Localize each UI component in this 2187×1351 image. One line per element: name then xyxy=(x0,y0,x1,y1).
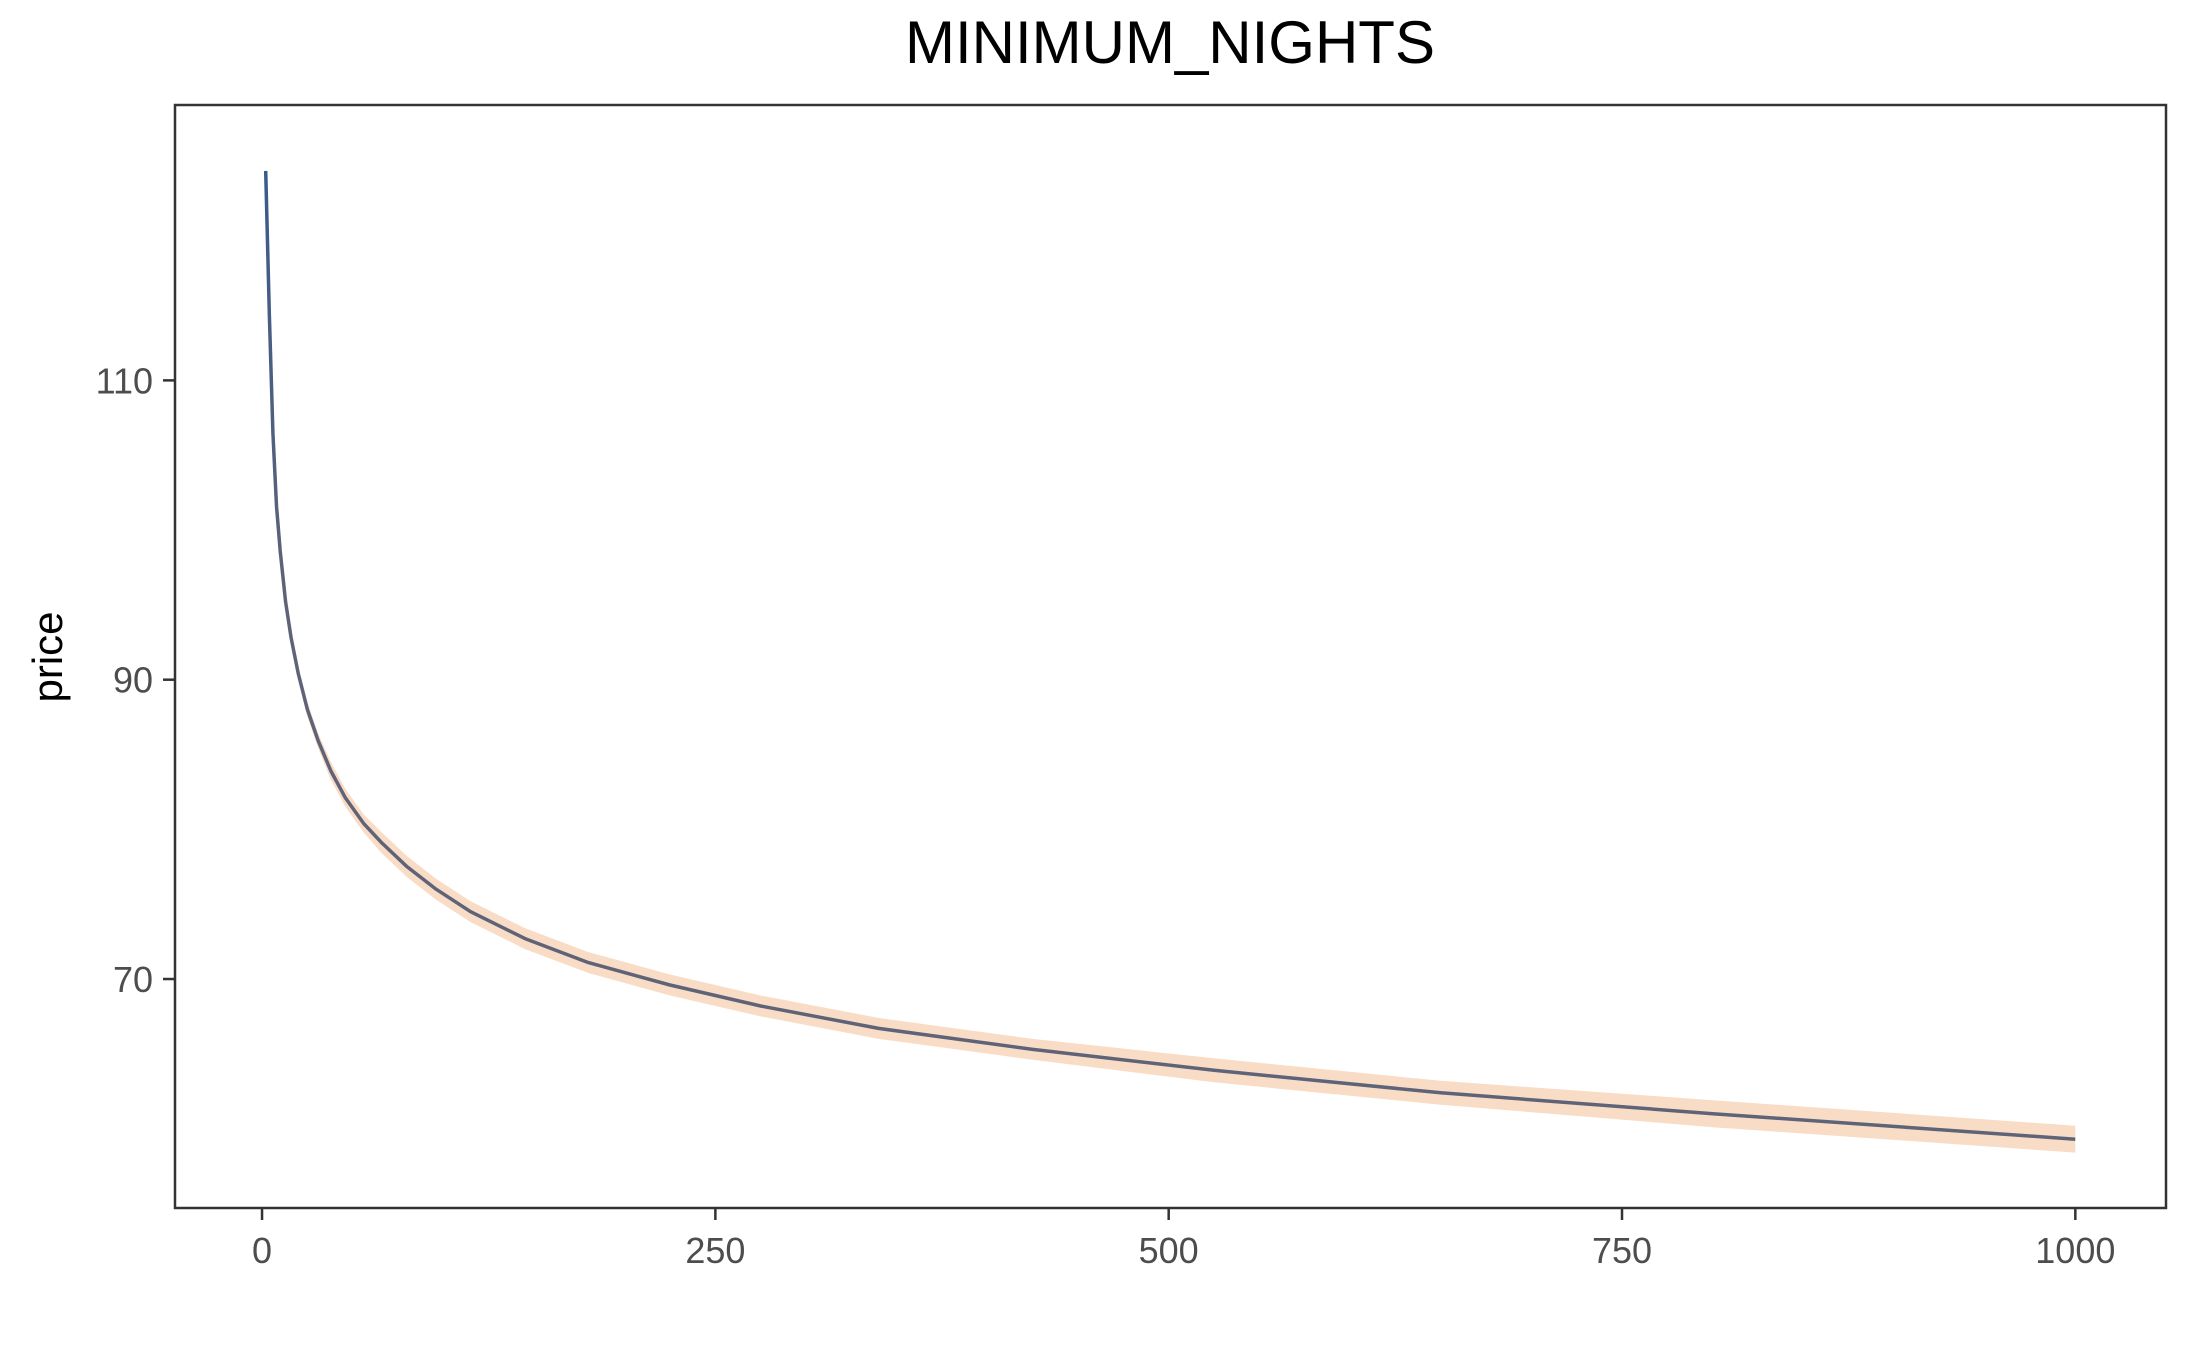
y-tick-label: 110 xyxy=(96,360,153,401)
chart-title: MINIMUM_NIGHTS xyxy=(905,9,1435,76)
series-line xyxy=(263,170,2076,1141)
plot-area xyxy=(263,170,2076,1153)
y-axis-label: price xyxy=(24,611,71,702)
x-tick-label: 0 xyxy=(252,1230,272,1271)
x-tick-label: 250 xyxy=(685,1230,745,1271)
panel-border xyxy=(173,103,2168,1210)
axes: 0 250 500 750 1000 70 90 110 xyxy=(96,360,2116,1271)
confidence-band xyxy=(265,170,2076,1153)
y-tick-label: 70 xyxy=(113,959,153,1000)
x-tick-label: 1000 xyxy=(2035,1230,2115,1271)
x-tick-label: 750 xyxy=(1592,1230,1652,1271)
x-tick-label: 500 xyxy=(1139,1230,1199,1271)
y-tick-label: 90 xyxy=(113,660,153,701)
